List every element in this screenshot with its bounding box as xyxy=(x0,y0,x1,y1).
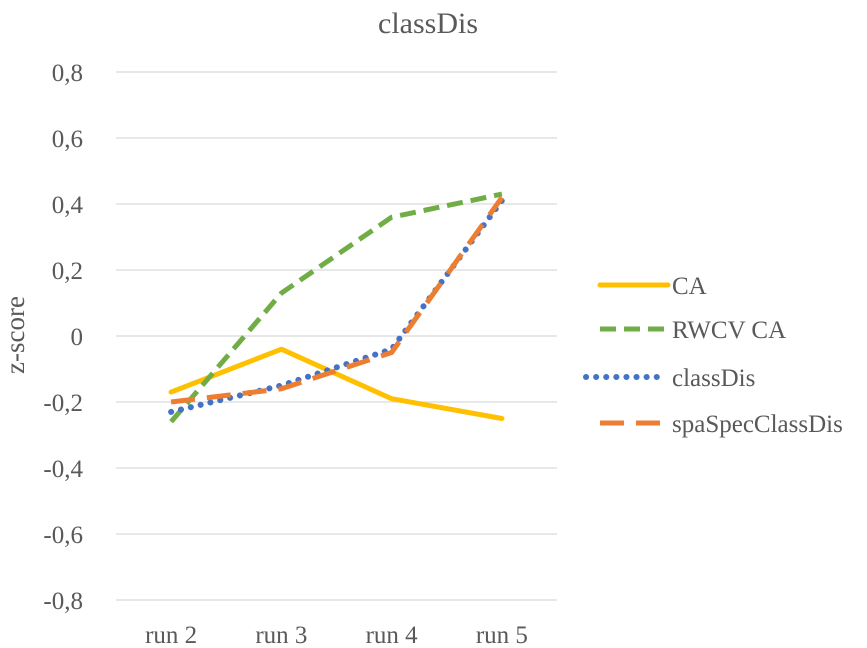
y-tick-label: 0,4 xyxy=(52,192,84,219)
legend-label: classDis xyxy=(672,365,755,392)
y-tick-label: -0,6 xyxy=(43,522,83,549)
series-line-1 xyxy=(169,191,503,424)
y-axis-label: z-score xyxy=(0,296,30,374)
chart-title: classDis xyxy=(378,7,478,40)
series-line-3 xyxy=(170,195,504,405)
x-tick-label: run 2 xyxy=(145,622,197,648)
legend-label: spaSpecClassDis xyxy=(672,411,843,438)
series-line-2 xyxy=(168,197,505,415)
x-tick-label: run 5 xyxy=(476,622,528,648)
series-line-0 xyxy=(168,346,505,421)
y-tick-label: -0,4 xyxy=(43,456,83,483)
legend: CA RWCV CA classDis spaSpecClassDis xyxy=(583,273,843,438)
legend-label: RWCV CA xyxy=(672,317,786,344)
legend-label: CA xyxy=(672,273,707,300)
y-tick-label: 0,8 xyxy=(52,60,83,87)
x-axis-ticks: run 2 run 3 run 4 run 5 xyxy=(145,622,528,648)
y-tick-label: 0,6 xyxy=(52,126,83,153)
y-tick-label: -0,8 xyxy=(43,588,83,615)
gridlines xyxy=(116,71,557,601)
y-tick-label: -0,2 xyxy=(43,390,83,417)
y-tick-label: 0 xyxy=(71,324,84,351)
x-tick-label: run 3 xyxy=(255,622,307,648)
y-tick-label: 0,2 xyxy=(52,258,83,285)
x-tick-label: run 4 xyxy=(366,622,419,648)
y-axis-ticks: 0,8 0,6 0,4 0,2 0 -0,2 -0,4 -0,6 -0,8 xyxy=(43,60,83,615)
series-lines xyxy=(168,191,505,424)
